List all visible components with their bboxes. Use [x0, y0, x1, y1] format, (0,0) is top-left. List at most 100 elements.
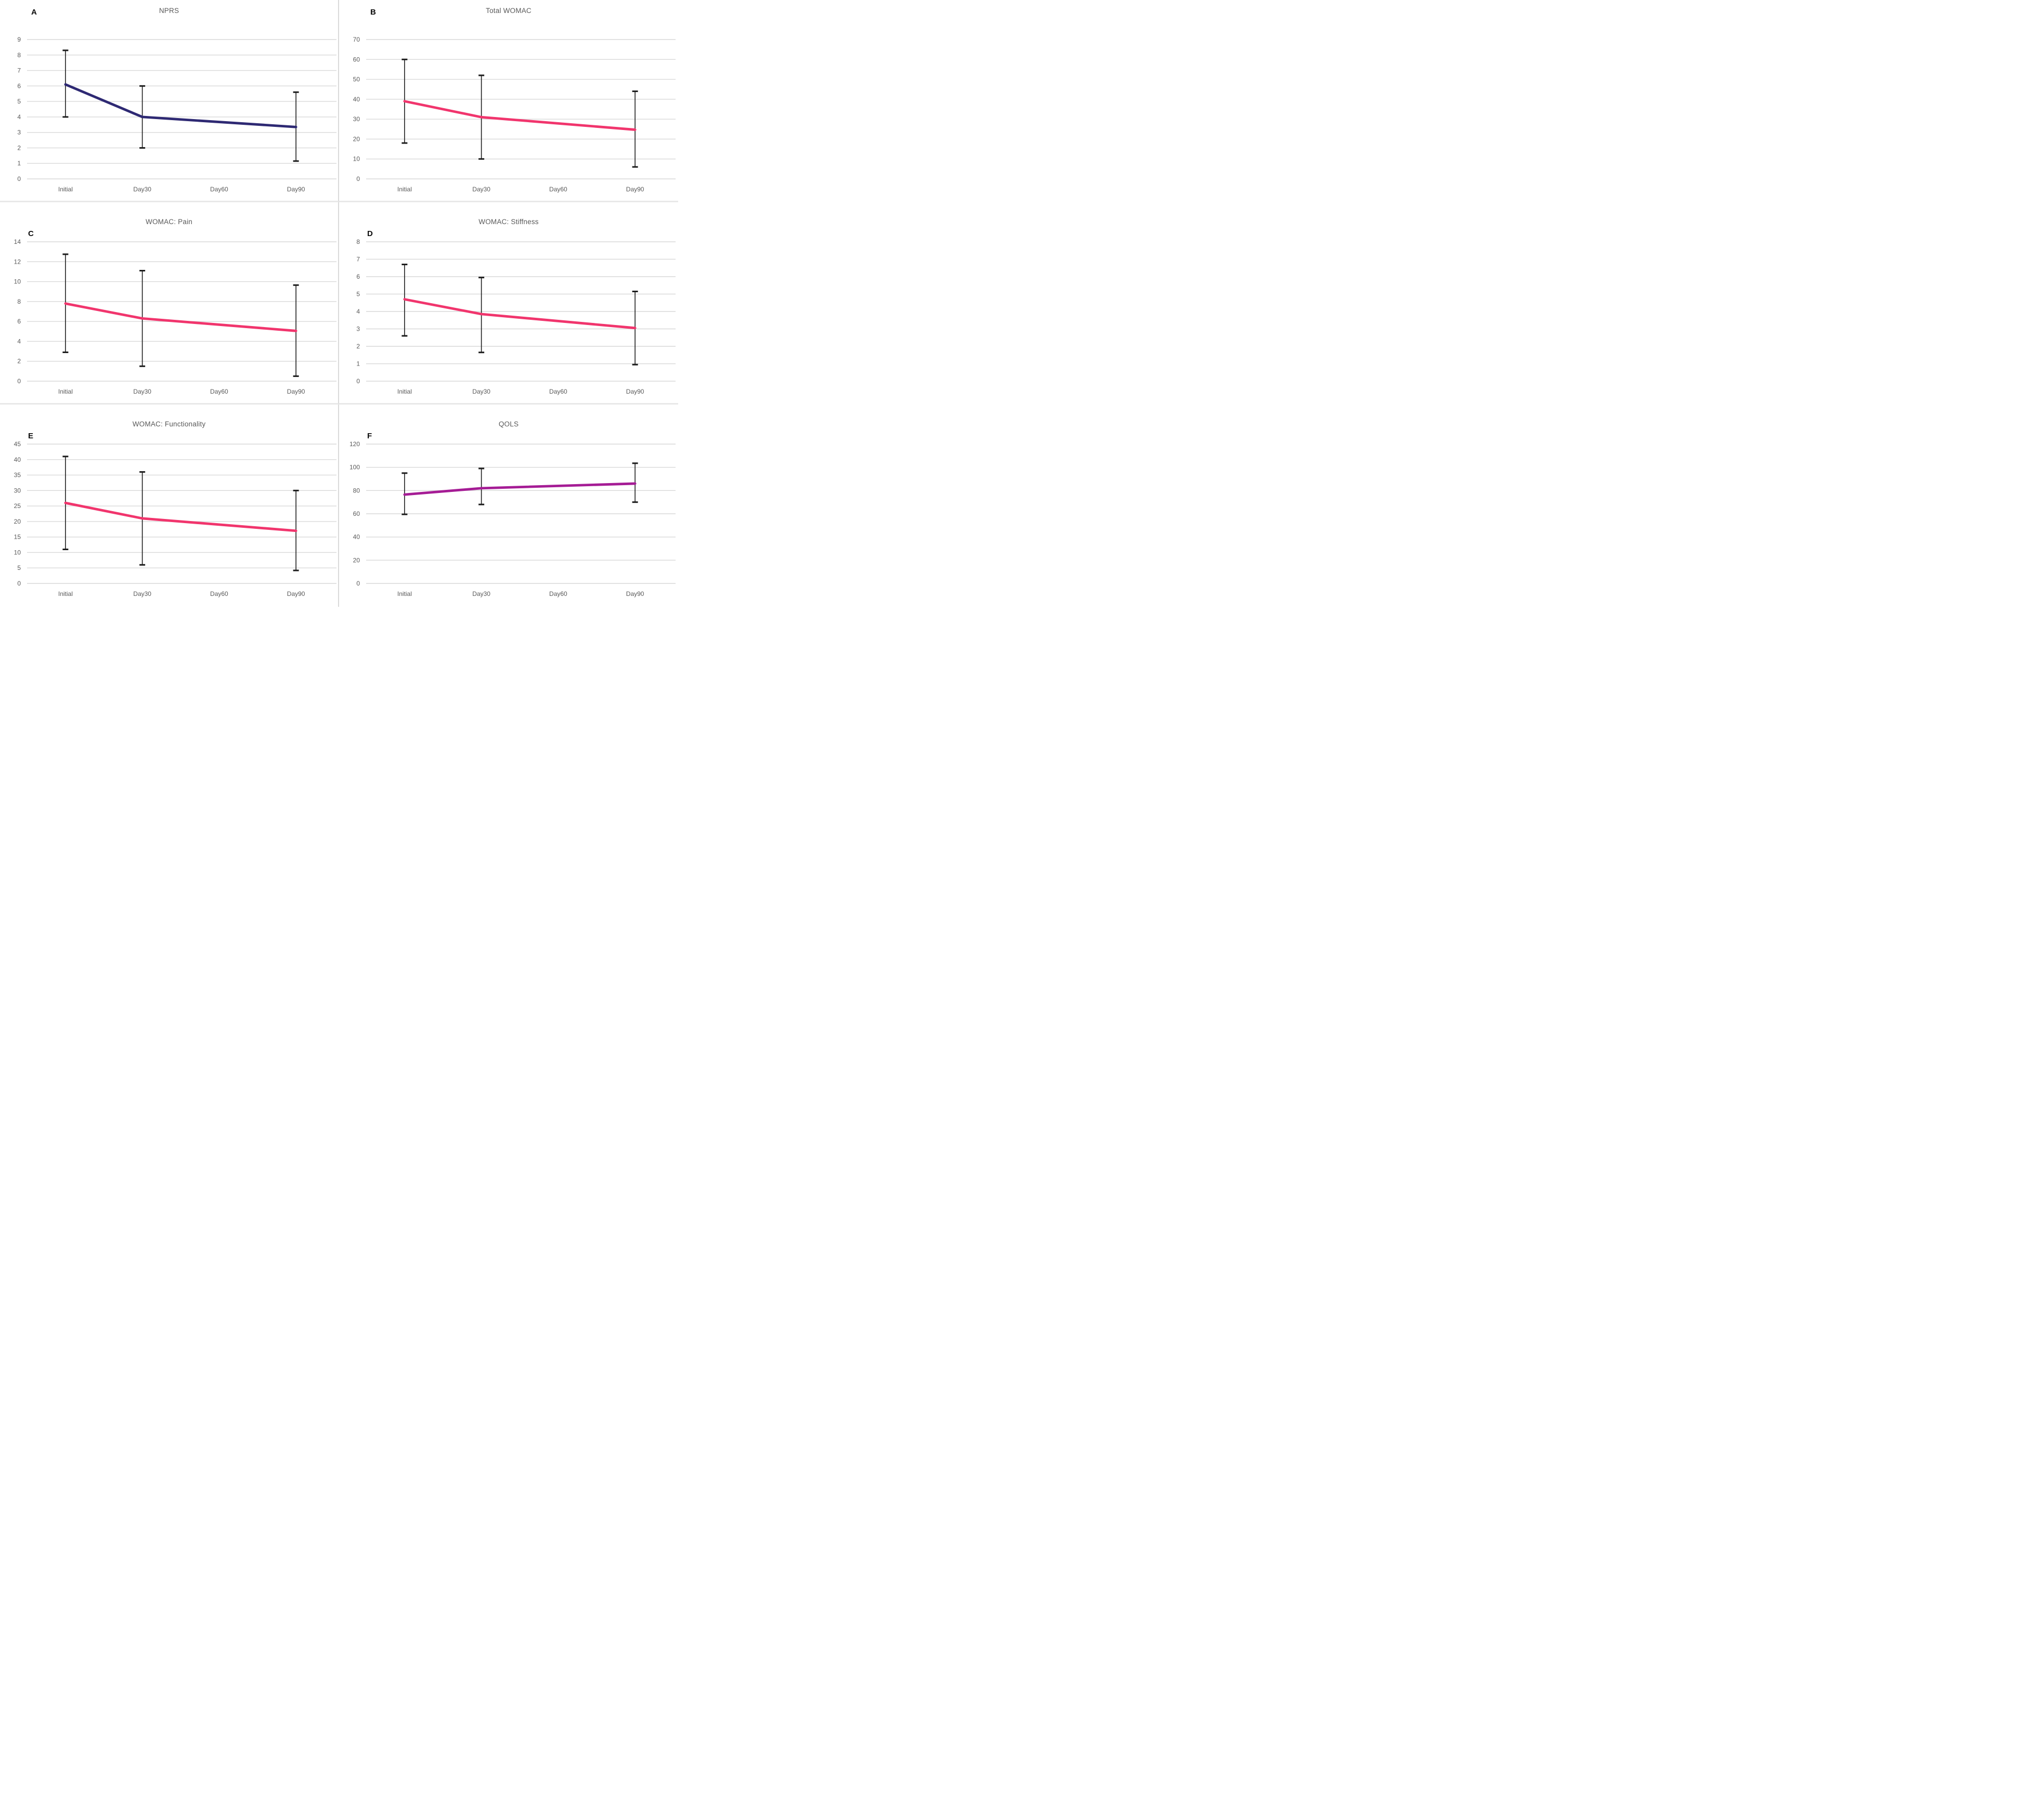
x-tick-label: Initial: [397, 186, 412, 193]
panel-e-womac-functionality: E WOMAC: Functionality 0 5 10 15 20 25 30 35 40 4…: [0, 405, 339, 607]
y-tick-label: 0: [356, 580, 360, 587]
panel-letter-d: D: [367, 229, 373, 238]
y-tick-label: 6: [17, 82, 21, 89]
y-tick-label: 4: [356, 308, 360, 315]
y-tick-label: 14: [14, 238, 21, 245]
y-tick-label: 6: [356, 273, 360, 280]
y-tick-label: 7: [17, 67, 21, 74]
y-tick-label: 15: [14, 534, 21, 541]
six-panel-outcomes-figure: A NPRS 0 1 2 3 4 5 6 7 8 9 Initial Day30 Day60 Day90 …: [0, 0, 678, 607]
panel-f-qols: F QOLS 0 20 40 60 80 100 120 Initial Day30 Day60 D…: [339, 405, 678, 607]
x-tick-label: Day60: [549, 388, 567, 395]
x-tick-label: Initial: [397, 590, 412, 597]
x-tick-label: Day90: [626, 388, 644, 395]
x-tick-label: Day60: [549, 186, 567, 193]
y-tick-label: 10: [353, 155, 360, 163]
x-tick-label: Day90: [287, 590, 305, 597]
y-tick-label: 8: [17, 298, 21, 305]
chart-womac-stiffness: 0 1 2 3 4 5 6 7 8 Initial Day30 Day60 Day90: [356, 238, 676, 395]
x-tick-label: Day30: [472, 590, 490, 597]
y-tick-label: 100: [349, 464, 360, 471]
y-tick-label: 35: [14, 472, 21, 479]
y-tick-label: 25: [14, 502, 21, 510]
panel-title-qols: QOLS: [498, 420, 519, 428]
panel-c-womac-pain: C WOMAC: Pain 0 2 4 6 8 10 12 14 Initial Day30 Day…: [0, 202, 339, 405]
y-tick-label: 45: [14, 440, 21, 448]
panel-title-womac-pain: WOMAC: Pain: [146, 218, 192, 226]
x-tick-label: Initial: [58, 388, 73, 395]
y-tick-label: 0: [17, 175, 21, 183]
panel-d-womac-stiffness: D WOMAC: Stiffness 0 1 2 3 4 5 6 7 8 Initial Day30…: [339, 202, 678, 405]
y-tick-label: 9: [17, 36, 21, 43]
y-tick-label: 0: [17, 580, 21, 587]
x-tick-label: Day60: [210, 186, 228, 193]
panel-a-nprs: A NPRS 0 1 2 3 4 5 6 7 8 9 Initial Day30 Day60 Day90: [0, 0, 339, 202]
y-tick-label: 4: [17, 337, 21, 345]
panel-b-total-womac: B Total WOMAC 0 10 20 30 40 50 60 70 Initial Day3…: [339, 0, 678, 202]
y-tick-label: 120: [349, 440, 360, 448]
y-tick-label: 20: [353, 135, 360, 142]
x-tick-label: Day60: [210, 388, 228, 395]
y-tick-label: 6: [17, 318, 21, 325]
x-tick-label: Day30: [472, 388, 490, 395]
panel-title-womac-functionality: WOMAC: Functionality: [132, 420, 206, 428]
series-line: [64, 302, 297, 332]
y-tick-label: 40: [353, 534, 360, 541]
y-tick-label: 80: [353, 487, 360, 494]
y-tick-label: 4: [17, 113, 21, 121]
y-tick-label: 12: [14, 258, 21, 265]
y-tick-label: 50: [353, 76, 360, 83]
chart-total-womac: 0 10 20 30 40 50 60 70 Initial Day30 Day60 Day90: [353, 36, 676, 193]
x-tick-label: Day60: [210, 590, 228, 597]
y-tick-label: 5: [17, 564, 21, 571]
y-tick-label: 1: [356, 360, 360, 368]
y-tick-label: 1: [17, 160, 21, 167]
x-tick-label: Day90: [626, 590, 644, 597]
x-tick-label: Day90: [287, 186, 305, 193]
y-tick-label: 7: [356, 256, 360, 263]
panel-letter-e: E: [28, 432, 34, 440]
y-tick-label: 40: [353, 96, 360, 103]
y-tick-label: 5: [356, 291, 360, 298]
y-tick-label: 3: [17, 129, 21, 136]
x-tick-label: Initial: [397, 388, 412, 395]
y-tick-label: 5: [17, 98, 21, 105]
y-tick-label: 8: [356, 238, 360, 245]
y-tick-label: 70: [353, 36, 360, 43]
y-tick-label: 20: [353, 556, 360, 564]
y-tick-label: 30: [353, 115, 360, 123]
y-tick-label: 0: [356, 378, 360, 385]
chart-nprs: 0 1 2 3 4 5 6 7 8 9 Initial Day30 Day60 Day90: [17, 36, 336, 193]
x-tick-label: Day60: [549, 590, 567, 597]
x-tick-label: Day30: [133, 590, 151, 597]
y-tick-label: 0: [356, 175, 360, 183]
x-tick-label: Day90: [287, 388, 305, 395]
panel-title-nprs: NPRS: [159, 7, 179, 15]
x-tick-label: Day30: [133, 388, 151, 395]
panel-title-total-womac: Total WOMAC: [486, 7, 532, 15]
chart-qols: 0 20 40 60 80 100 120 Initial Day30 Day60 Day90: [349, 440, 676, 597]
y-tick-label: 3: [356, 326, 360, 333]
y-tick-label: 60: [353, 510, 360, 517]
y-tick-label: 2: [17, 358, 21, 365]
x-tick-label: Day90: [626, 186, 644, 193]
panel-letter-a: A: [31, 8, 37, 17]
panel-letter-f: F: [367, 432, 372, 440]
series-line: [64, 501, 297, 532]
chart-womac-functionality: 0 5 10 15 20 25 30 35 40 45 Initial Day30 Day60 Day90: [14, 440, 336, 597]
y-tick-label: 8: [17, 51, 21, 59]
series-line: [64, 83, 297, 128]
y-tick-label: 10: [14, 549, 21, 556]
y-tick-label: 2: [17, 144, 21, 151]
y-tick-label: 20: [14, 518, 21, 525]
panel-title-womac-stiffness: WOMAC: Stiffness: [478, 218, 539, 226]
series-line: [403, 298, 637, 330]
x-tick-label: Initial: [58, 590, 73, 597]
series-line: [403, 100, 637, 131]
y-tick-label: 30: [14, 487, 21, 494]
panel-letter-b: B: [370, 8, 376, 17]
chart-womac-pain: 0 2 4 6 8 10 12 14 Initial Day30 Day60 Day90: [14, 238, 336, 395]
y-tick-label: 60: [353, 56, 360, 63]
panel-letter-c: C: [28, 229, 34, 238]
series-line: [403, 482, 637, 496]
